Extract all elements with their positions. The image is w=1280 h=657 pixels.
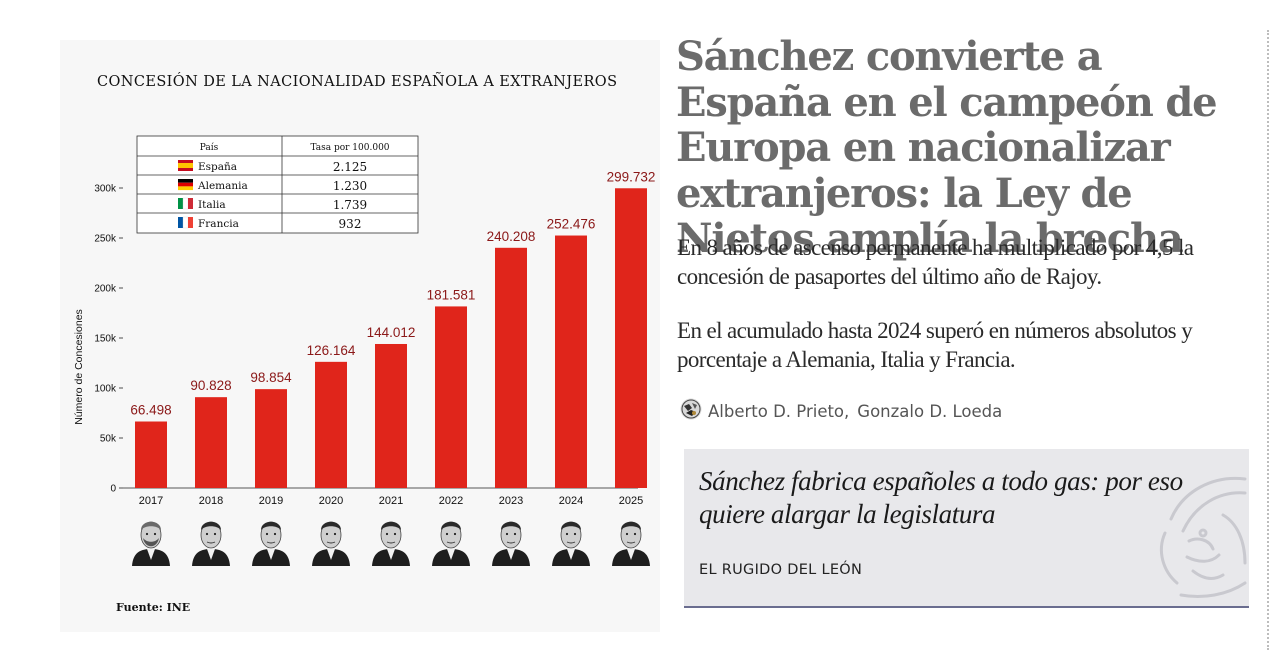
sanchez-portrait	[612, 521, 650, 566]
table-country: Alemania	[197, 180, 248, 192]
data-label: 66.498	[130, 403, 171, 418]
sanchez-portrait	[372, 521, 410, 566]
bar-2023	[495, 247, 527, 488]
sanchez-portrait	[552, 521, 590, 566]
bar-2025	[615, 188, 647, 488]
x-tick-label: 2020	[319, 495, 343, 507]
article-headline[interactable]: Sánchez convierte a España en el campeón…	[676, 33, 1218, 262]
y-tick-label: 200k	[94, 284, 117, 295]
y-tick-label: 50k	[100, 434, 117, 445]
x-tick-label: 2023	[499, 495, 523, 507]
article-subhead: En el acumulado hasta 2024 superó en núm…	[677, 318, 1193, 372]
bar-2021	[375, 343, 407, 488]
data-labels-group: 66.498 90.828 98.854 126.164 144.012 181.581 2…	[130, 169, 655, 417]
column-divider	[1267, 30, 1269, 650]
x-tick-label: 2017	[139, 495, 163, 507]
data-label: 90.828	[190, 378, 231, 393]
spain-flag-icon	[178, 160, 193, 171]
table-row: Alemania 1.230	[178, 179, 367, 193]
sanchez-portrait	[492, 521, 530, 566]
table-rate: 2.125	[333, 160, 367, 174]
x-tick-label: 2025	[619, 495, 643, 507]
y-tick-label: 150k	[94, 334, 117, 345]
chart-source: Fuente: INE	[116, 601, 190, 614]
x-tick-label: 2024	[559, 495, 583, 507]
bar-2017	[135, 421, 167, 488]
data-label: 181.581	[427, 287, 476, 302]
related-article-card[interactable]: Sánchez fabrica españoles a todo gas: po…	[684, 449, 1249, 608]
byline: Alberto D. Prieto, Gonzalo D. Loeda	[680, 398, 1003, 424]
y-tick-label: 250k	[94, 234, 117, 245]
sanchez-portrait	[252, 521, 290, 566]
inset-table: País Tasa por 100.000 España 2.125 Alem	[136, 135, 419, 234]
y-tick-label: 100k	[94, 384, 117, 395]
chart-title: CONCESIÓN DE LA NACIONALIDAD ESPAÑOLA A …	[97, 72, 617, 90]
portraits-row	[132, 521, 650, 566]
y-axis-label: Número de Concesiones	[73, 309, 85, 425]
bar-2018	[195, 397, 227, 488]
sanchez-portrait	[192, 521, 230, 566]
table-country: España	[198, 161, 237, 173]
table-row: España 2.125	[178, 160, 367, 174]
lion-head-icon	[1160, 476, 1247, 598]
author-separator: ,	[844, 401, 850, 421]
table-rate: 1.230	[333, 179, 367, 193]
data-label: 98.854	[250, 370, 292, 385]
italy-flag-icon	[178, 197, 193, 210]
germany-flag-icon	[178, 179, 193, 191]
chart-image: CONCESIÓN DE LA NACIONALIDAD ESPAÑOLA A …	[60, 40, 660, 632]
x-tick-label: 2018	[199, 495, 223, 507]
article-subhead: En 8 años de ascenso permanente ha multi…	[677, 235, 1194, 289]
author-avatar-icon	[680, 398, 702, 424]
author-link[interactable]: Alberto D. Prieto	[708, 401, 845, 421]
x-axis: 2017 2018 2019 2020 2021 2022 2023 2024 2025	[139, 495, 643, 507]
bar-2022	[435, 306, 467, 488]
y-tick-label: 0	[110, 484, 116, 495]
table-rate: 1.739	[333, 198, 367, 212]
table-header-country: País	[200, 142, 219, 153]
y-tick-label: 300k	[94, 184, 117, 195]
sanchez-portrait	[312, 521, 350, 566]
table-header-rate: Tasa por 100.000	[310, 143, 389, 153]
bar-2019	[255, 389, 287, 488]
france-flag-icon	[178, 216, 193, 229]
bars-group	[135, 188, 647, 488]
data-label: 252.476	[547, 217, 596, 232]
sanchez-portrait	[432, 521, 470, 566]
table-row: Italia 1.739	[178, 197, 367, 212]
x-tick-label: 2022	[439, 495, 463, 507]
x-tick-label: 2019	[259, 495, 283, 507]
data-label: 240.208	[487, 229, 536, 244]
bar-2024	[555, 235, 587, 488]
data-label: 299.732	[607, 169, 656, 184]
author-link[interactable]: Gonzalo D. Loeda	[857, 401, 1003, 421]
data-label: 144.012	[367, 325, 416, 340]
table-rate: 932	[339, 217, 362, 231]
table-country: Francia	[198, 218, 239, 230]
related-article-title[interactable]: Sánchez fabrica españoles a todo gas: po…	[699, 466, 1183, 529]
table-row: Francia 932	[178, 216, 362, 231]
bar-2020	[315, 361, 347, 488]
data-label: 126.164	[307, 343, 356, 358]
bar-chart: CONCESIÓN DE LA NACIONALIDAD ESPAÑOLA A …	[73, 72, 655, 614]
related-article-section[interactable]: EL RUGIDO DEL LEÓN	[699, 562, 863, 578]
rajoy-portrait	[132, 521, 170, 566]
table-country: Italia	[198, 199, 226, 211]
x-tick-label: 2021	[379, 495, 403, 507]
